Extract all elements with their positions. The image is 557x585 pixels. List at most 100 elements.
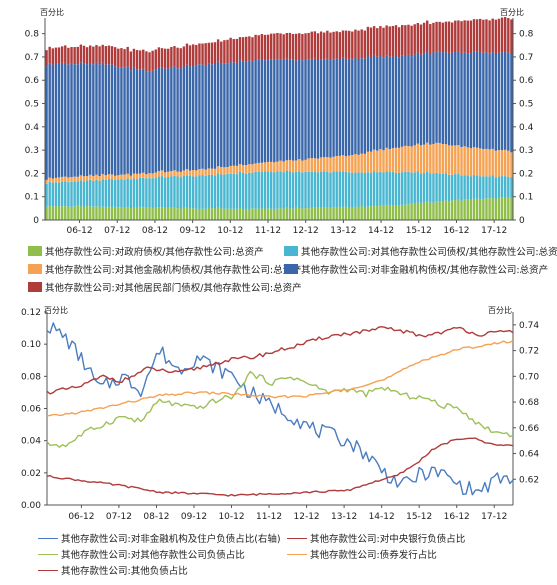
bar-segment — [341, 30, 345, 58]
bar-segment — [160, 67, 164, 171]
bar-segment — [441, 22, 445, 53]
bar-segment — [363, 207, 367, 220]
bar-segment — [332, 156, 335, 172]
bar-segment — [457, 145, 460, 174]
bar-segment — [216, 207, 220, 220]
bar-segment — [220, 174, 223, 209]
bar-segment — [104, 207, 108, 220]
bar-segment — [407, 24, 410, 55]
bar-segment — [326, 58, 329, 158]
bar-segment — [422, 202, 426, 220]
bar-segment — [298, 159, 301, 172]
bar-segment — [54, 177, 58, 183]
bar-segment — [344, 30, 348, 59]
bar-segment — [475, 51, 479, 148]
bar-segment — [463, 20, 466, 53]
bar-segment — [89, 206, 92, 220]
bar-segment — [304, 171, 307, 209]
bar-segment — [235, 165, 239, 175]
bar-segment — [479, 176, 482, 200]
bar-segment — [379, 55, 382, 150]
legend-label: 其他存款性公司:对非金融机构债权/其他存款性公司:总资产 — [301, 265, 549, 276]
bar-segment — [182, 66, 186, 171]
line-chart: 0.00 0.02 0.04 0.06 0.08 0.10 0.12 0.62 0.64 0.66… — [21, 305, 539, 522]
x-tick-label: 06-12 — [66, 226, 92, 236]
bar-segment — [494, 19, 498, 54]
bar-segment — [223, 208, 226, 220]
bar-segment — [138, 206, 142, 220]
bar-segment — [167, 207, 170, 220]
y-tick-label: 0.6 — [519, 76, 534, 86]
bar-segment — [260, 59, 264, 163]
x-tick-label: 15-12 — [406, 226, 432, 236]
bar-segment — [45, 66, 48, 180]
bar-segment — [145, 174, 148, 179]
bar-segment — [276, 208, 279, 220]
bar-segment — [413, 54, 416, 146]
bar-segment — [273, 162, 276, 173]
bar-segment — [307, 32, 310, 60]
bar-segment — [429, 173, 432, 203]
bar-segment — [151, 50, 154, 71]
bar-segment — [95, 206, 98, 220]
bar-segment — [95, 62, 98, 175]
bar-segment — [410, 172, 413, 204]
bar-segment — [235, 208, 239, 220]
bar-segment — [503, 149, 507, 177]
bar-segment — [198, 208, 201, 220]
bar-segment — [113, 175, 117, 180]
bar-segment — [179, 48, 182, 69]
bar-segment — [82, 207, 86, 220]
bar-segment — [207, 174, 211, 208]
bar-segment — [173, 66, 176, 171]
bar-segment — [45, 183, 48, 207]
bar-segment — [354, 29, 357, 59]
bar-segment — [488, 53, 491, 150]
bar-segment — [269, 208, 273, 220]
bar-segment — [385, 204, 388, 220]
bar-segment — [298, 33, 301, 60]
bar-segment — [416, 202, 420, 220]
bar-segment — [360, 153, 363, 173]
bar-segment — [260, 162, 264, 173]
bar-segment — [216, 39, 220, 62]
bar-segment — [323, 206, 326, 220]
legend-label: 其他存款性公司:对其他存款性公司债权/其他存款性公司:总资产 — [301, 247, 557, 258]
bar-segment — [163, 207, 167, 220]
left-axis-title: 百分比 — [44, 305, 68, 315]
bar-segment — [148, 178, 151, 208]
x-tick-label: 11-12 — [255, 226, 281, 236]
bar-segment — [148, 173, 151, 179]
y-tick-label: 0.6 — [25, 76, 40, 86]
bar-segment — [245, 36, 248, 62]
bar-segment — [213, 64, 217, 169]
bar-segment — [394, 172, 398, 206]
bar-segment — [472, 19, 476, 52]
bar-segment — [413, 24, 416, 55]
bar-segment — [207, 168, 211, 175]
bar-segment — [129, 179, 133, 209]
bar-segment — [257, 171, 260, 209]
bar-segment — [422, 173, 426, 203]
bar-segment — [410, 25, 413, 57]
bar-segment — [360, 29, 363, 59]
bar-segment — [104, 64, 108, 176]
bar-segment — [154, 69, 157, 173]
bar-segment — [316, 207, 320, 220]
x-tick-label: 15-12 — [406, 512, 432, 522]
bar-segment — [479, 148, 482, 177]
bar-segment — [251, 61, 254, 165]
bar-segment — [163, 177, 167, 208]
bar-segment — [372, 171, 376, 206]
bar-segment — [110, 206, 114, 220]
bar-segment — [257, 162, 260, 172]
bar-segment — [391, 26, 395, 57]
bar-segment — [251, 164, 254, 173]
bar-segment — [98, 176, 101, 181]
bar-segment — [507, 150, 510, 177]
bar-segment — [138, 50, 142, 70]
bar-segment — [248, 60, 251, 165]
bar-segment — [182, 46, 186, 67]
bar-segment — [85, 176, 89, 181]
bar-segment — [372, 54, 376, 150]
